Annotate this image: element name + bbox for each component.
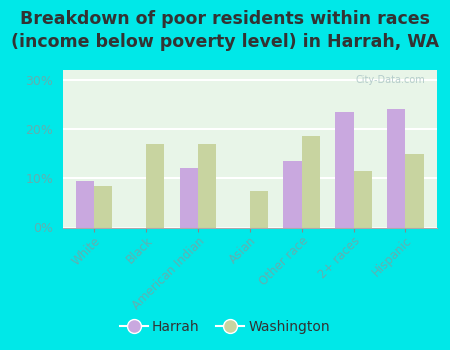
Text: City-Data.com: City-Data.com bbox=[356, 75, 425, 85]
Legend: Harrah, Washington: Harrah, Washington bbox=[115, 314, 335, 340]
Bar bbox=[180, 168, 198, 228]
Bar bbox=[250, 191, 268, 228]
Bar bbox=[94, 186, 112, 228]
Bar bbox=[146, 144, 164, 228]
Text: Breakdown of poor residents within races
(income below poverty level) in Harrah,: Breakdown of poor residents within races… bbox=[11, 10, 439, 51]
Bar bbox=[284, 161, 302, 228]
Bar bbox=[335, 112, 354, 228]
Bar bbox=[387, 109, 405, 228]
Bar bbox=[405, 154, 423, 228]
Bar bbox=[76, 181, 94, 228]
Bar bbox=[198, 144, 216, 228]
Bar bbox=[354, 171, 372, 228]
Bar bbox=[302, 136, 320, 228]
